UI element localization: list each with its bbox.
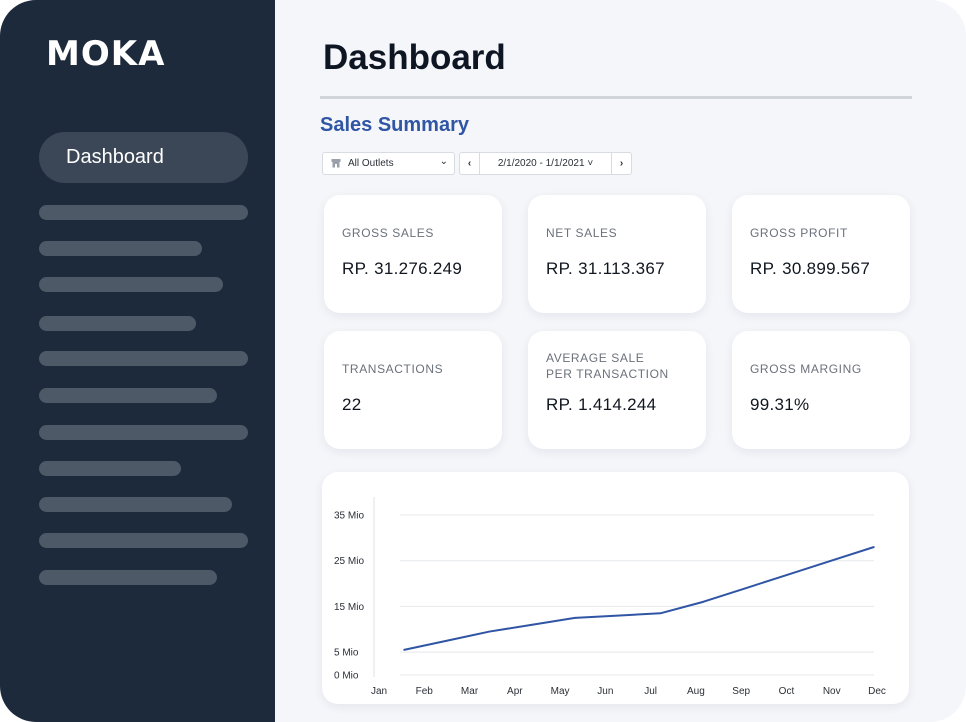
x-tick-label: Aug <box>687 686 705 697</box>
metric-card-average-sale: AVERAGE SALE PER TRANSACTION RP. 1.414.2… <box>528 331 706 449</box>
section-title: Sales Summary <box>320 114 469 136</box>
sidebar-placeholder-item[interactable] <box>39 497 232 512</box>
sidebar-item-dashboard[interactable]: Dashboard <box>39 132 248 183</box>
metric-label: TRANSACTIONS <box>342 362 444 376</box>
sidebar-placeholder-item[interactable] <box>39 533 248 548</box>
metric-value: 99.31% <box>750 395 810 414</box>
sidebar-placeholder-item[interactable] <box>39 461 181 476</box>
data-point <box>830 559 833 562</box>
data-point <box>403 649 405 651</box>
chevron-down-icon: ⌄ <box>439 156 448 167</box>
sidebar-placeholder-item[interactable] <box>39 205 248 220</box>
x-tick-label: Jan <box>371 686 387 697</box>
metric-label: GROSS PROFIT <box>750 226 848 240</box>
data-point <box>445 639 448 642</box>
series-line <box>403 546 875 651</box>
y-tick-label: 15 Mio <box>334 602 364 613</box>
page-title: Dashboard <box>323 38 506 77</box>
sidebar-placeholder-item[interactable] <box>39 277 223 292</box>
data-point <box>702 601 704 603</box>
data-point <box>659 612 662 615</box>
x-tick-label: Dec <box>868 686 886 697</box>
outlet-select[interactable]: All Outlets ⌄ <box>322 152 455 175</box>
chevron-left-icon[interactable]: ‹ <box>460 153 480 174</box>
data-point <box>745 587 747 589</box>
x-tick-label: May <box>551 686 570 697</box>
metric-value: RP. 1.414.244 <box>546 395 657 414</box>
metric-card-gross-margin: GROSS MARGING 99.31% <box>732 331 910 449</box>
title-divider <box>320 96 912 99</box>
sidebar-placeholder-item[interactable] <box>39 570 217 585</box>
sales-line-chart: 0 Mio 5 Mio 15 Mio 25 Mio 35 Mio Jan Feb Mar Apr… <box>334 497 886 697</box>
metric-value: RP. 31.276.249 <box>342 259 463 278</box>
x-tick-label: Nov <box>823 686 841 697</box>
x-tick-label: Jun <box>597 686 613 697</box>
x-tick-label: Sep <box>732 686 750 697</box>
data-point <box>531 623 533 626</box>
sidebar: MOKA Dashboard <box>0 0 275 722</box>
chevron-right-icon[interactable]: › <box>611 153 631 174</box>
x-tick-label: Feb <box>416 686 434 697</box>
metric-card-transactions: TRANSACTIONS 22 <box>324 331 502 449</box>
metric-label: NET SALES <box>546 226 618 240</box>
metric-card-gross-profit: GROSS PROFIT RP. 30.899.567 <box>732 195 910 313</box>
moka-logo: MOKA <box>46 34 166 74</box>
sidebar-placeholder-item[interactable] <box>39 316 196 331</box>
metric-card-net-sales: NET SALES RP. 31.113.367 <box>528 195 706 313</box>
x-tick-label: Mar <box>461 686 479 697</box>
y-tick-label: 0 Mio <box>334 671 359 682</box>
data-point <box>488 630 491 633</box>
store-icon <box>331 159 341 168</box>
data-point <box>574 617 576 619</box>
sales-chart: 0 Mio 5 Mio 15 Mio 25 Mio 35 Mio Jan Feb Mar Apr… <box>322 472 909 704</box>
data-point <box>616 614 619 617</box>
metric-label: GROSS MARGING <box>750 362 862 376</box>
metric-value: RP. 30.899.567 <box>750 259 871 278</box>
sidebar-placeholder-item[interactable] <box>39 388 217 403</box>
metric-label: AVERAGE SALE PER TRANSACTION <box>546 351 669 381</box>
data-point <box>873 546 875 548</box>
outlet-select-value: All Outlets <box>348 158 394 169</box>
x-tick-label: Apr <box>507 686 523 697</box>
x-tick-label: Jul <box>644 686 657 697</box>
date-range-picker[interactable]: ‹ 2/1/2020 - 1/1/2021 ˅ › <box>459 152 632 175</box>
metric-card-gross-sales: GROSS SALES RP. 31.276.249 <box>324 195 502 313</box>
sidebar-placeholder-item[interactable] <box>39 425 248 440</box>
data-point <box>787 573 790 576</box>
metric-value: 22 <box>342 395 362 414</box>
sidebar-placeholder-item[interactable] <box>39 241 202 256</box>
x-tick-label: Oct <box>779 686 795 697</box>
sidebar-placeholder-item[interactable] <box>39 351 248 366</box>
y-tick-label: 35 Mio <box>334 511 364 522</box>
metric-label: GROSS SALES <box>342 226 434 240</box>
y-tick-label: 5 Mio <box>334 648 359 659</box>
y-tick-label: 25 Mio <box>334 556 364 567</box>
date-range-value[interactable]: 2/1/2020 - 1/1/2021 ˅ <box>497 158 594 169</box>
metric-value: RP. 31.113.367 <box>546 259 665 278</box>
